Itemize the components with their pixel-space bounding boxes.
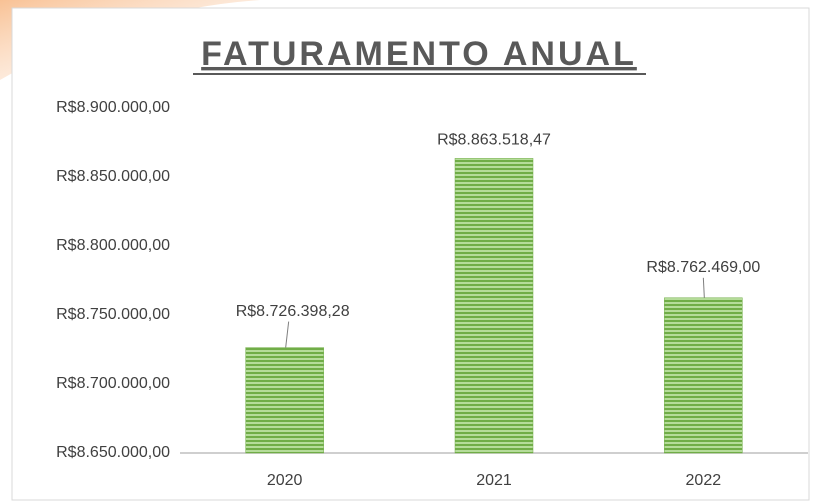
x-tick-label: 2022 bbox=[686, 472, 722, 489]
y-tick-label: R$8.850.000,00 bbox=[56, 168, 170, 185]
data-label: R$8.863.518,47 bbox=[437, 132, 551, 149]
data-label: R$8.726.398,28 bbox=[236, 303, 350, 320]
bar bbox=[245, 347, 324, 454]
x-tick-label: 2021 bbox=[476, 472, 512, 489]
x-tick-label: 2020 bbox=[267, 472, 303, 489]
chart-title: FATURAMENTO ANUAL bbox=[201, 35, 637, 73]
bar bbox=[454, 158, 534, 454]
y-tick-label: R$8.700.000,00 bbox=[56, 375, 170, 392]
leader-line bbox=[285, 321, 290, 348]
data-label: R$8.762.469,00 bbox=[646, 259, 760, 276]
bar bbox=[664, 297, 743, 454]
y-tick-label: R$8.800.000,00 bbox=[56, 237, 170, 254]
leader-line bbox=[702, 277, 705, 298]
y-tick-label: R$8.900.000,00 bbox=[56, 99, 170, 116]
y-tick-label: R$8.750.000,00 bbox=[56, 306, 170, 323]
y-tick-label: R$8.650.000,00 bbox=[56, 444, 170, 461]
